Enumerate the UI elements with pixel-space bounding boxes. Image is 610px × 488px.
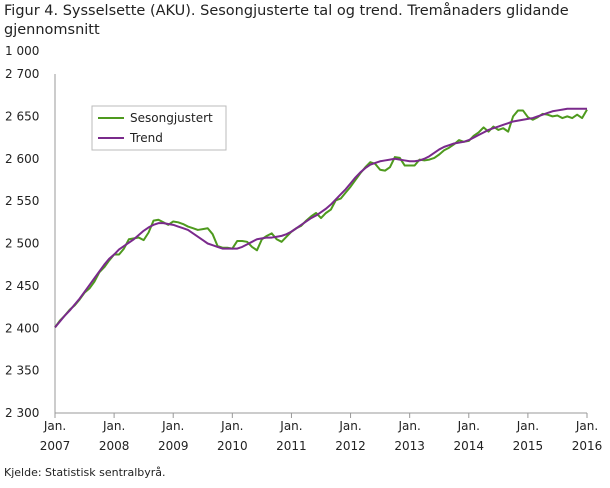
x-tick-label: Jan. 2009: [158, 419, 189, 453]
y-tick-label: 2 350: [5, 364, 39, 378]
chart-title: Figur 4. Sysselsette (AKU). Sesongjuster…: [4, 3, 569, 38]
legend-label: Sesongjustert: [130, 111, 213, 125]
legend-box: [91, 105, 227, 151]
x-tick-label: Jan. 2010: [217, 419, 248, 453]
y-tick-label: 2 400: [5, 321, 39, 335]
legend-label: Trend: [129, 131, 163, 145]
y-tick-label: 2 600: [5, 152, 39, 166]
source-note: Kjelde: Statistisk sentralbyrå.: [4, 466, 166, 479]
y-tick-label: 2 550: [5, 194, 39, 208]
x-tick-label: Jan. 2016: [572, 419, 603, 453]
y-tick-label: 2 500: [5, 237, 39, 251]
x-tick-label: Jan. 2011: [276, 419, 307, 453]
x-tick-label: Jan. 2015: [513, 419, 544, 453]
x-tick-label: Jan. 2013: [394, 419, 425, 453]
y-tick-label: 2 700: [5, 67, 39, 81]
y-unit-label: 1 000: [5, 44, 39, 58]
x-tick-label: Jan. 2014: [454, 419, 485, 453]
series-line: [54, 107, 587, 329]
y-tick-label: 2 300: [5, 406, 39, 420]
y-tick-label: 2 650: [5, 109, 39, 123]
x-tick-label: Jan. 2007: [40, 419, 71, 453]
x-tick-label: Jan. 2008: [99, 419, 130, 453]
x-tick-label: Jan. 2012: [335, 419, 366, 453]
series-line: [54, 109, 588, 328]
y-tick-label: 2 450: [5, 279, 39, 293]
